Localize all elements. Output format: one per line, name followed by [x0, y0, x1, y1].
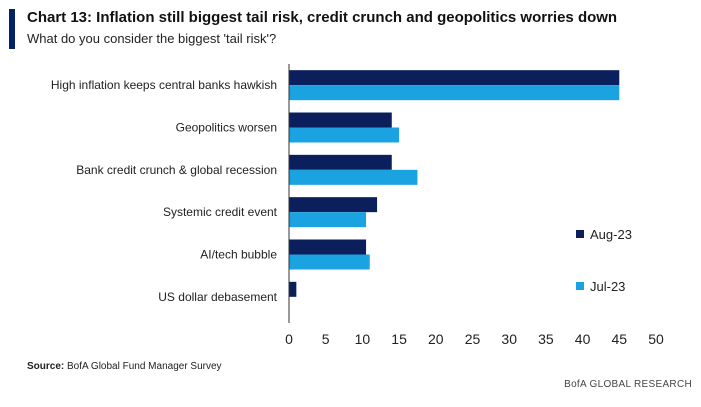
bar-aug-5 [289, 281, 297, 297]
x-tick-label: 40 [575, 331, 591, 347]
brand-label: BofA GLOBAL RESEARCH [564, 379, 692, 390]
category-label: Systemic credit event [163, 205, 278, 219]
x-tick-label: 25 [465, 331, 481, 347]
chart-title: Chart 13: Inflation still biggest tail r… [27, 9, 618, 26]
chart-subtitle: What do you consider the biggest 'tail r… [27, 31, 277, 46]
x-tick-label: 45 [612, 331, 628, 347]
category-label: US dollar debasement [158, 290, 277, 304]
category-label: AI/tech bubble [200, 248, 277, 262]
bar-jul-1 [289, 127, 400, 143]
source-note: Source: BofA Global Fund Manager Survey [27, 361, 222, 372]
bar-aug-2 [289, 154, 392, 170]
category-label: Geopolitics worsen [176, 121, 277, 135]
bar-aug-4 [289, 239, 367, 255]
legend-label: Aug-23 [590, 227, 632, 242]
source-text: BofA Global Fund Manager Survey [67, 361, 222, 372]
bar-jul-3 [289, 212, 367, 228]
bar-aug-1 [289, 112, 392, 128]
legend-swatch-jul [576, 282, 584, 290]
title-accent-bar [9, 9, 15, 49]
x-tick-label: 30 [501, 331, 517, 347]
source-label: Source: [27, 361, 65, 372]
bar-jul-2 [289, 169, 418, 185]
x-tick-label: 5 [322, 331, 330, 347]
x-tick-label: 50 [648, 331, 664, 347]
bar-aug-0 [289, 70, 620, 86]
category-label: High inflation keeps central banks hawki… [51, 78, 277, 92]
legend-label: Jul-23 [590, 279, 625, 294]
legend-swatch-aug [576, 230, 584, 238]
bar-aug-3 [289, 197, 378, 213]
bar-jul-4 [289, 254, 370, 270]
bar-jul-0 [289, 85, 620, 101]
x-tick-label: 0 [285, 331, 293, 347]
category-label: Bank credit crunch & global recession [76, 163, 277, 177]
x-tick-label: 35 [538, 331, 554, 347]
x-tick-label: 10 [355, 331, 371, 347]
x-tick-label: 20 [428, 331, 444, 347]
x-tick-label: 15 [391, 331, 407, 347]
